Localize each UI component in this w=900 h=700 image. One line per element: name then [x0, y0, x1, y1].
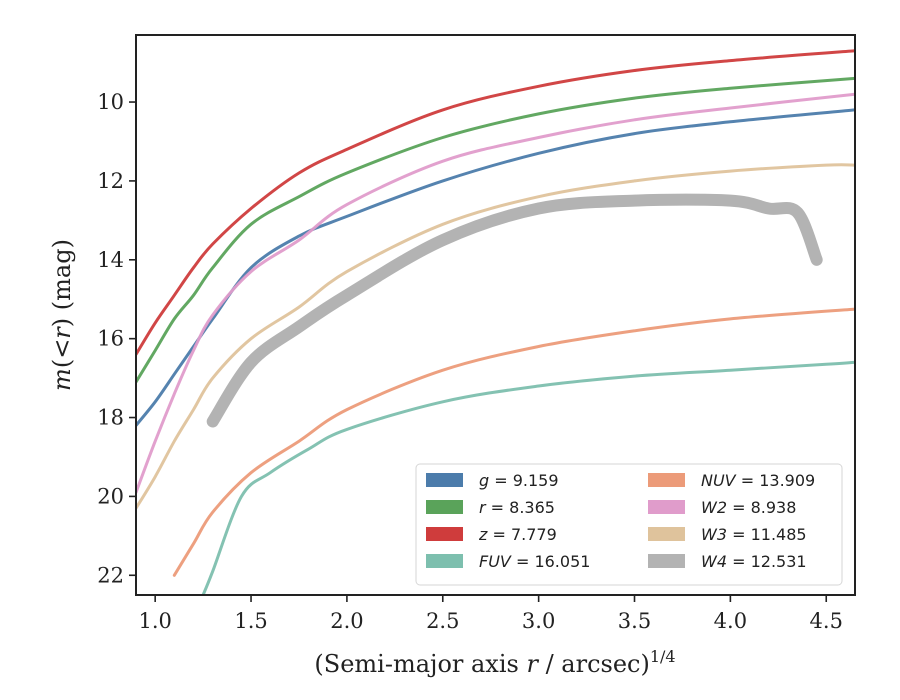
legend-entry-w4: W4 = 12.531: [701, 552, 807, 571]
series-line-fuv: [201, 360, 855, 595]
legend-box: [415, 463, 843, 586]
y-tick-label: 10: [97, 90, 124, 114]
x-tick-label: 2.5: [426, 609, 459, 633]
plot-frame: [135, 34, 856, 596]
y-tick-label: 22: [97, 563, 124, 587]
legend-entry-z: z = 7.779: [478, 525, 557, 544]
legend: g = 9.159 r = 8.365 z = 7.779 FUV = 16.051 N…: [415, 463, 843, 586]
legend-swatch-w4: [648, 554, 685, 568]
legend-entry-w2: W2 = 8.938: [701, 498, 796, 517]
x-tick-label: 3.5: [618, 609, 651, 633]
legend-swatch-w2: [648, 500, 685, 514]
y-tick-label: 12: [97, 169, 124, 193]
series-line-z: [136, 49, 855, 356]
y-axis: 10 12 14 16 18 20 22: [97, 90, 136, 587]
x-tick-label: 4.0: [714, 609, 747, 633]
x-axis-label: (Semi-major axis r / arcsec)1/4: [314, 647, 675, 678]
legend-entry-fuv: FUV = 16.051: [479, 552, 590, 571]
legend-swatch-z: [426, 527, 463, 541]
legend-swatch-r: [426, 500, 463, 514]
x-tick-label: 1.5: [234, 609, 267, 633]
legend-entry-g: g = 9.159: [479, 471, 559, 490]
series-line-w2: [136, 92, 855, 494]
y-tick-label: 16: [97, 327, 124, 351]
series-line-w4: [206, 193, 823, 428]
legend-swatch-nuv: [648, 473, 685, 487]
legend-swatch-fuv: [426, 554, 463, 568]
legend-entry-nuv: NUV = 13.909: [701, 471, 815, 490]
x-tick-label: 4.5: [810, 609, 843, 633]
series-line-nuv: [172, 307, 855, 577]
x-tick-label: 1.0: [138, 609, 171, 633]
x-axis: 1.0 1.5 2.0 2.5 3.0 3.5 4.0 4.5: [138, 595, 843, 633]
y-axis-label: m(<r) (mag): [48, 239, 76, 391]
series-line-g: [136, 108, 855, 427]
legend-swatch-g: [426, 473, 463, 487]
y-tick-label: 18: [97, 406, 124, 430]
legend-entry-w3: W3 = 11.485: [701, 525, 807, 544]
y-tick-label: 20: [97, 484, 124, 508]
x-tick-label: 3.0: [522, 609, 555, 633]
legend-entry-r: r = 8.365: [479, 498, 555, 517]
y-tick-label: 14: [97, 248, 124, 272]
series-curves: [136, 49, 855, 595]
series-line-r: [136, 76, 855, 384]
x-tick-label: 2.0: [330, 609, 363, 633]
legend-swatch-w3: [648, 527, 685, 541]
series-line-w3: [136, 163, 855, 510]
